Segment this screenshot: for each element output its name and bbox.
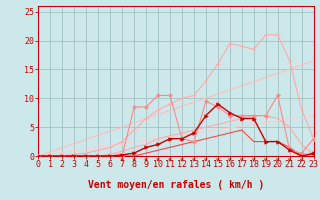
X-axis label: Vent moyen/en rafales ( km/h ): Vent moyen/en rafales ( km/h ) xyxy=(88,180,264,190)
